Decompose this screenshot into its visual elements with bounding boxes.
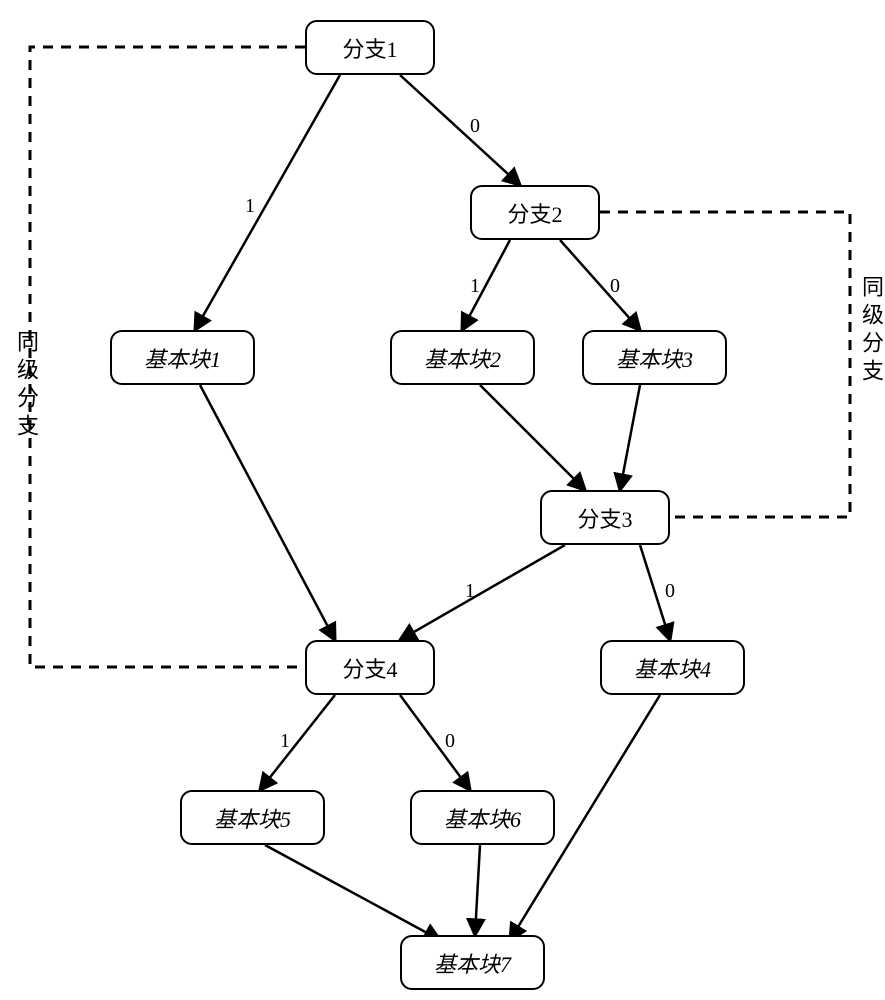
node-block1: 基本块1	[110, 330, 255, 385]
node-block4: 基本块4	[600, 640, 745, 695]
side-label-right: 同级分支	[855, 275, 885, 387]
edge-label: 0	[665, 580, 675, 603]
node-block6: 基本块6	[410, 790, 555, 845]
node-branch2: 分支2	[470, 185, 600, 240]
node-branch3: 分支3	[540, 490, 670, 545]
side-label-left: 同级分支	[10, 330, 42, 442]
edge-label: 1	[280, 730, 290, 753]
node-branch1: 分支1	[305, 20, 435, 75]
node-branch4: 分支4	[305, 640, 435, 695]
edge-label: 1	[245, 195, 255, 218]
edge-label: 0	[445, 730, 455, 753]
edge-label: 1	[470, 275, 480, 298]
diagram-canvas: 分支1 分支2 基本块1 基本块2 基本块3 分支3 分支4 基本块4 基本块5…	[0, 0, 885, 1000]
edge-layer	[0, 0, 885, 1000]
node-label: 分支1	[342, 32, 397, 64]
edge-label: 1	[465, 580, 475, 603]
node-block2: 基本块2	[390, 330, 535, 385]
node-label: 分支4	[342, 652, 397, 684]
node-block5: 基本块5	[180, 790, 325, 845]
node-label: 基本块7	[434, 947, 511, 979]
node-block7: 基本块7	[400, 935, 545, 990]
edge-label: 0	[470, 115, 480, 138]
node-label: 基本块2	[424, 342, 501, 374]
node-label: 基本块5	[214, 802, 291, 834]
node-label: 分支2	[507, 197, 562, 229]
edge-label: 0	[610, 275, 620, 298]
node-label: 基本块4	[634, 652, 711, 684]
node-block3: 基本块3	[582, 330, 727, 385]
node-label: 基本块6	[444, 802, 521, 834]
node-label: 分支3	[577, 502, 632, 534]
node-label: 基本块3	[616, 342, 693, 374]
node-label: 基本块1	[144, 342, 221, 374]
